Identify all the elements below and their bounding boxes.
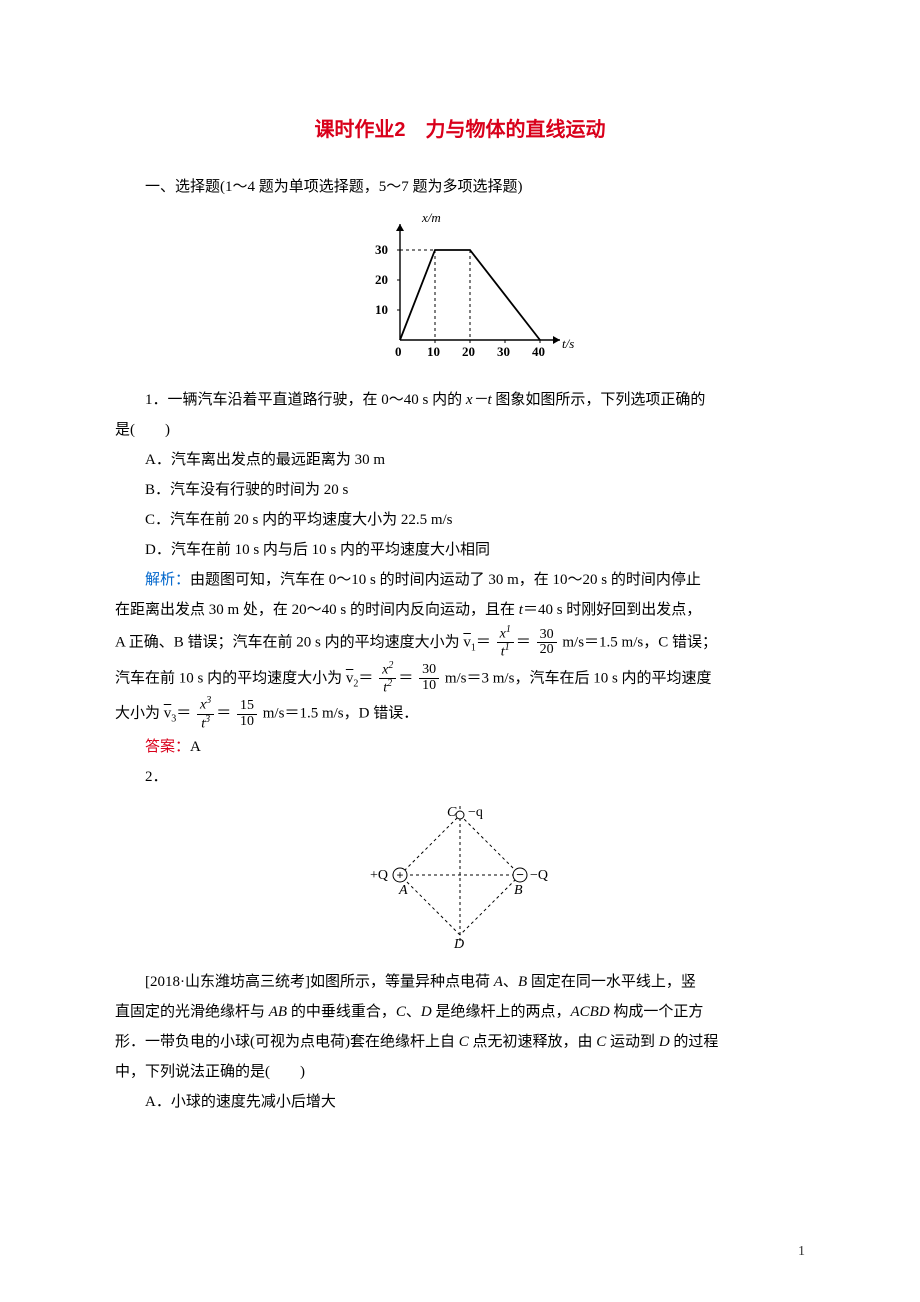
q1-explain-3: A 正确、B 错误；汽车在前 20 s 内的平均速度大小为 v1＝ x1 t1 …: [115, 625, 805, 661]
label-B: B: [514, 883, 523, 898]
label-minusQ: −Q: [530, 868, 548, 883]
q1-explain-2: 在距离出发点 30 m 处，在 20～40 s 的时间内反向运动，且在 t＝40…: [115, 595, 805, 625]
svg-text:+: +: [396, 868, 403, 882]
xtick-20: 20: [462, 344, 475, 359]
q2-optA: A．小球的速度先减小后增大: [115, 1087, 805, 1117]
q1-figure: x/m t/s 30 20 10 0 10 20 30 40: [115, 210, 805, 379]
q2-stem-4: 中，下列说法正确的是( ): [115, 1057, 805, 1087]
section-header: 一、选择题(1～4 题为单项选择题，5～7 题为多项选择题): [115, 172, 805, 202]
frac-30-10: 30 10: [419, 663, 439, 693]
q1-answer: 答案：A: [115, 732, 805, 762]
q2-stem-1: [2018·山东潍坊高三统考]如图所示，等量异种点电荷 A、B 固定在同一水平线…: [115, 967, 805, 997]
q1-optB: B．汽车没有行驶的时间为 20 s: [115, 475, 805, 505]
xtick-40: 40: [532, 344, 545, 359]
label-D: D: [453, 937, 464, 950]
ytick-20: 20: [375, 272, 388, 287]
label-q: −q: [468, 805, 483, 820]
q1-optC: C．汽车在前 20 s 内的平均速度大小为 22.5 m/s: [115, 505, 805, 535]
q1-stem-line2: 是( ): [115, 415, 805, 445]
xtick-30: 30: [497, 344, 510, 359]
vbar1: v: [463, 634, 471, 650]
q1-explain-1: 解析：由题图可知，汽车在 0～10 s 的时间内运动了 30 m，在 10～20…: [115, 565, 805, 595]
q1-explain-5: 大小为 v3＝ x3 t3 ＝ 15 10 m/s＝1.5 m/s，D 错误．: [115, 696, 805, 732]
q1-stem-line1: 1．一辆汽车沿着平直道路行驶，在 0～40 s 内的 x－t 图象如图所示，下列…: [115, 385, 805, 415]
label-plusQ: +Q: [370, 868, 388, 883]
explain-label: 解析：: [145, 572, 190, 588]
svg-text:−: −: [516, 867, 524, 882]
q1-optA: A．汽车离出发点的最远距离为 30 m: [115, 445, 805, 475]
frac-x1-t1: x1 t1: [497, 625, 514, 661]
q1-optD: D．汽车在前 10 s 内与后 10 s 内的平均速度大小相同: [115, 535, 805, 565]
ylabel: x/m: [421, 210, 441, 225]
frac-x3-t3: x3 t3: [197, 696, 214, 732]
xlabel: t/s: [562, 336, 574, 351]
frac-x2-t2: x2 t2: [379, 661, 396, 697]
q2-stem-3: 形．一带负电的小球(可视为点电荷)套在绝缘杆上自 C 点无初速释放，由 C 运动…: [115, 1027, 805, 1057]
page-number: 1: [798, 1238, 805, 1266]
frac-30-20: 30 20: [537, 628, 557, 658]
label-A: A: [398, 883, 408, 898]
xtick-0: 0: [395, 344, 402, 359]
xtick-10: 10: [427, 344, 440, 359]
label-C: C: [447, 805, 457, 820]
answer-label: 答案：: [145, 739, 190, 755]
page-title: 课时作业2 力与物体的直线运动: [115, 110, 805, 150]
frac-15-10: 15 10: [237, 699, 257, 729]
q1-explain-4: 汽车在前 10 s 内的平均速度大小为 v2＝ x2 t2 ＝ 30 10 m/…: [115, 661, 805, 697]
ytick-30: 30: [375, 242, 388, 257]
q2-stem-2: 直固定的光滑绝缘杆与 AB 的中垂线重合，C、D 是绝缘杆上的两点，ACBD 构…: [115, 997, 805, 1027]
ytick-10: 10: [375, 302, 388, 317]
q2-num: 2．: [115, 762, 805, 792]
q2-figure: + − C −q +Q A B −Q D: [115, 800, 805, 961]
